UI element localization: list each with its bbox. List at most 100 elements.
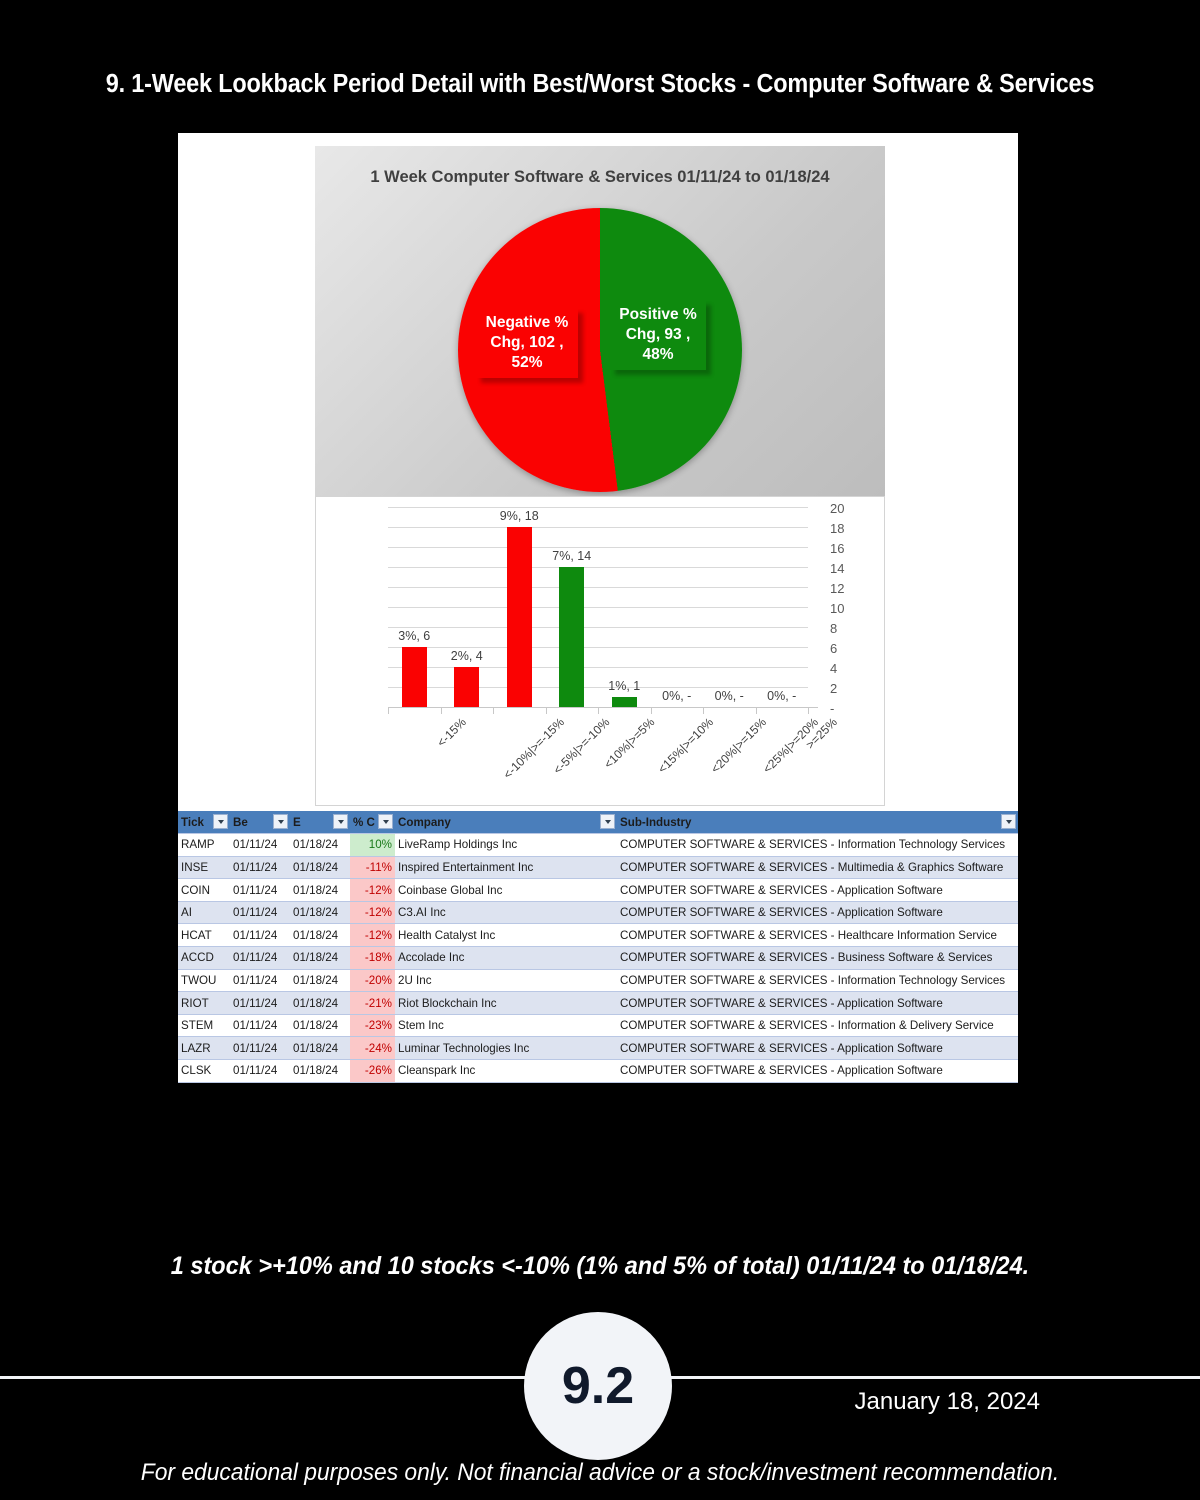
cell-pct-change: -18% bbox=[350, 946, 395, 970]
table-row[interactable]: RIOT 01/11/24 01/18/24 -21% Riot Blockchain … bbox=[178, 991, 1018, 1015]
table-row[interactable]: ACCD 01/11/24 01/18/24 -18% Accolade Inc COMP… bbox=[178, 946, 1018, 970]
y-axis-labels: 20 18 16 14 12 10 8 6 4 2 - bbox=[816, 501, 874, 716]
cell-begin-date: 01/11/24 bbox=[230, 1014, 290, 1038]
table-row[interactable]: CLSK 01/11/24 01/18/24 -26% Cleanspark Inc CO… bbox=[178, 1059, 1018, 1083]
table-row[interactable]: RAMP 01/11/24 01/18/24 10% LiveRamp Holdings… bbox=[178, 833, 1018, 857]
filter-dropdown-icon-end[interactable] bbox=[333, 814, 348, 829]
bar-chart-panel: 3%, 6 2%, 4 9%, 18 7%, 14 1%, 1 0%, - 0%, - 0%,… bbox=[315, 496, 885, 806]
gridline bbox=[388, 507, 808, 508]
cell-pct-change: -11% bbox=[350, 856, 395, 880]
table-row[interactable]: COIN 01/11/24 01/18/24 -12% Coinbase Global … bbox=[178, 878, 1018, 902]
bar bbox=[611, 697, 637, 707]
bar bbox=[401, 647, 427, 707]
filter-dropdown-icon-sub-industry[interactable] bbox=[1001, 814, 1016, 829]
bar-slot: 7%, 14 bbox=[546, 507, 599, 707]
x-axis-tick-label: <15%|>=10% bbox=[655, 715, 717, 776]
gridline bbox=[388, 567, 808, 568]
table-row[interactable]: AI 01/11/24 01/18/24 -12% C3.AI Inc COMPUTER … bbox=[178, 901, 1018, 925]
cell-sub-industry: COMPUTER SOFTWARE & SERVICES - Business … bbox=[617, 946, 1018, 970]
bar-slot: 1%, 1 bbox=[598, 507, 651, 707]
column-header-begin[interactable]: Be bbox=[230, 811, 290, 835]
gridline bbox=[388, 667, 808, 668]
cell-end-date: 01/18/24 bbox=[290, 969, 350, 993]
cell-begin-date: 01/11/24 bbox=[230, 991, 290, 1015]
column-header-company-label: Company bbox=[398, 815, 451, 829]
column-header-ticker[interactable]: Tick bbox=[178, 811, 230, 835]
column-header-ticker-label: Tick bbox=[181, 815, 204, 829]
cell-sub-industry: COMPUTER SOFTWARE & SERVICES - Applicati… bbox=[617, 901, 1018, 925]
cell-sub-industry: COMPUTER SOFTWARE & SERVICES - Informati… bbox=[617, 969, 1018, 993]
cell-truncated bbox=[395, 1082, 617, 1103]
bar bbox=[559, 567, 585, 707]
y-axis-tick-label: 20 bbox=[830, 501, 845, 516]
y-axis-tick-label: 14 bbox=[830, 561, 845, 576]
column-header-end[interactable]: E bbox=[290, 811, 350, 835]
y-axis-tick-label: 10 bbox=[830, 601, 845, 616]
table-row[interactable]: LAZR 01/11/24 01/18/24 -24% Luminar Technolo… bbox=[178, 1036, 1018, 1061]
cell-end-date: 01/18/24 bbox=[290, 991, 350, 1015]
bar-slot: 0%, - bbox=[756, 507, 809, 707]
x-axis-tick-label: <-15% bbox=[434, 715, 470, 750]
y-axis-tick-label: 8 bbox=[830, 621, 838, 636]
cell-company: Luminar Technologies Inc bbox=[395, 1036, 617, 1061]
pie-label-negative-line3: 52% bbox=[511, 354, 543, 372]
cell-company: Coinbase Global Inc bbox=[395, 878, 617, 902]
cell-pct-change: -26% bbox=[350, 1059, 395, 1083]
column-header-sub-industry[interactable]: Sub-Industry bbox=[617, 811, 1018, 835]
cell-ticker: INSE bbox=[178, 856, 230, 880]
filter-dropdown-icon-pct-change[interactable] bbox=[378, 814, 393, 829]
axis-tick bbox=[545, 707, 547, 714]
cell-truncated bbox=[350, 1082, 395, 1103]
bar-chart-plot: 3%, 6 2%, 4 9%, 18 7%, 14 1%, 1 0%, - 0%, - 0%,… bbox=[388, 507, 808, 708]
gridline bbox=[388, 547, 808, 548]
bar-slot: 2%, 4 bbox=[441, 507, 494, 707]
stock-table-container[interactable]: Tick Be E % C bbox=[178, 811, 1018, 1103]
pie-chart: Negative % Chg, 102 , 52% Positive % Chg… bbox=[458, 208, 742, 492]
cell-company: Health Catalyst Inc bbox=[395, 923, 617, 948]
filter-dropdown-icon-ticker[interactable] bbox=[213, 814, 228, 829]
pie-label-positive-line1: Positive % bbox=[619, 306, 697, 323]
cell-company: Cleanspark Inc bbox=[395, 1059, 617, 1083]
cell-company: Stem Inc bbox=[395, 1014, 617, 1038]
cell-end-date: 01/18/24 bbox=[290, 1059, 350, 1083]
cell-begin-date: 01/11/24 bbox=[230, 833, 290, 857]
table-row[interactable]: STEM 01/11/24 01/18/24 -23% Stem Inc COMPUTER… bbox=[178, 1014, 1018, 1038]
table-row[interactable]: INSE 01/11/24 01/18/24 -11% Inspired Enterta… bbox=[178, 856, 1018, 880]
cell-company: Riot Blockchain Inc bbox=[395, 991, 617, 1015]
axis-tick bbox=[598, 707, 599, 714]
cell-truncated bbox=[230, 1082, 290, 1103]
y-axis-tick-label: 12 bbox=[830, 581, 845, 596]
filter-dropdown-icon-company[interactable] bbox=[600, 814, 615, 829]
disclaimer-text: For educational purposes only. Not finan… bbox=[140, 1459, 1060, 1486]
cell-pct-change: -21% bbox=[350, 991, 395, 1015]
cell-ticker: AI bbox=[178, 901, 230, 925]
cell-company: C3.AI Inc bbox=[395, 901, 617, 925]
column-header-pct-change[interactable]: % C bbox=[350, 811, 395, 835]
cell-sub-industry: COMPUTER SOFTWARE & SERVICES - Healthcar… bbox=[617, 923, 1018, 948]
bar-data-label: 0%, - bbox=[662, 689, 692, 703]
bar-data-label: 0%, - bbox=[767, 689, 797, 703]
pie-label-positive-line2: Chg, 93 , bbox=[625, 326, 691, 344]
bar-slot: 0%, - bbox=[703, 507, 756, 707]
cell-begin-date: 01/11/24 bbox=[230, 946, 290, 970]
filter-dropdown-icon-begin[interactable] bbox=[273, 814, 288, 829]
table-row[interactable]: HCAT 01/11/24 01/18/24 -12% Health Catalyst … bbox=[178, 923, 1018, 948]
bar-data-label: 1%, 1 bbox=[608, 679, 641, 693]
cell-begin-date: 01/11/24 bbox=[230, 1059, 290, 1083]
table-row[interactable]: TWOU 01/11/24 01/18/24 -20% 2U Inc COMPUTER S… bbox=[178, 969, 1018, 993]
bar-series: 3%, 6 2%, 4 9%, 18 7%, 14 1%, 1 0%, - 0%, - 0%,… bbox=[388, 507, 808, 707]
cell-company: Accolade Inc bbox=[395, 946, 617, 970]
cell-ticker: ACCD bbox=[178, 946, 230, 970]
cell-company: 2U Inc bbox=[395, 969, 617, 993]
x-axis-ticks bbox=[388, 707, 809, 714]
y-axis-tick-label: 6 bbox=[830, 641, 838, 656]
cell-begin-date: 01/11/24 bbox=[230, 856, 290, 880]
y-axis-tick-label: 4 bbox=[830, 661, 838, 676]
cell-truncated bbox=[617, 1082, 1018, 1103]
cell-end-date: 01/18/24 bbox=[290, 901, 350, 925]
cell-ticker: HCAT bbox=[178, 923, 230, 948]
column-header-company[interactable]: Company bbox=[395, 811, 617, 835]
pie-label-negative: Negative % Chg, 102 , 52% bbox=[476, 308, 578, 379]
cell-pct-change: -12% bbox=[350, 923, 395, 948]
